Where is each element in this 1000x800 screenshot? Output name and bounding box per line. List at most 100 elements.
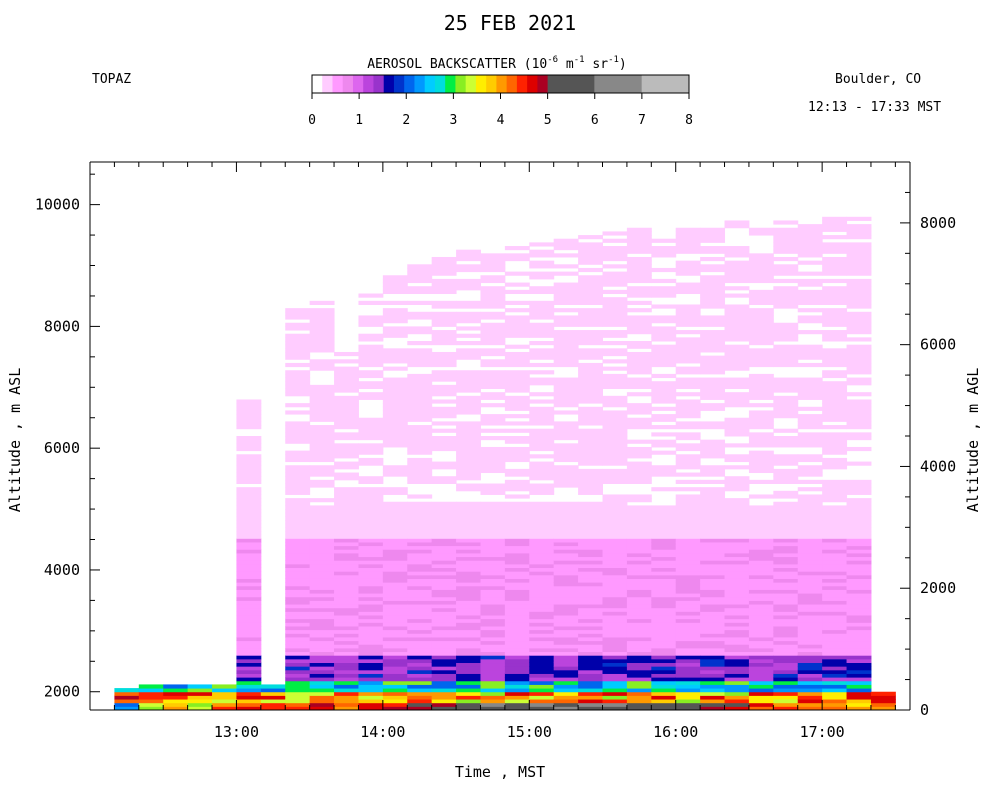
backscatter-cell <box>529 509 555 514</box>
backscatter-cell <box>822 615 848 620</box>
time-range-label: 12:13 - 17:33 MST <box>808 100 941 115</box>
backscatter-cell <box>285 377 311 382</box>
backscatter-cell <box>529 640 555 645</box>
backscatter-cell <box>504 552 530 558</box>
colorbar-title: AEROSOL BACKSCATTER (10-6 m-1 sr-1) <box>367 55 627 72</box>
backscatter-cell <box>480 395 506 400</box>
backscatter-cell <box>480 505 506 510</box>
backscatter-cell <box>480 523 506 528</box>
backscatter-cell <box>504 256 530 262</box>
backscatter-cell <box>334 432 359 437</box>
backscatter-cell <box>285 472 311 477</box>
backscatter-cell <box>700 319 726 324</box>
backscatter-cell <box>846 552 872 558</box>
backscatter-cell <box>504 319 530 324</box>
backscatter-cell <box>407 651 433 656</box>
backscatter-cell <box>309 300 335 305</box>
backscatter-cell <box>529 545 555 550</box>
backscatter-cell <box>407 472 433 477</box>
backscatter-cell <box>675 227 701 232</box>
backscatter-cell <box>748 392 774 397</box>
backscatter-cell <box>285 582 311 587</box>
y-right-tick-label: 4000 <box>920 457 956 475</box>
backscatter-cell <box>578 457 603 463</box>
backscatter-cell <box>724 702 750 707</box>
backscatter-cell <box>675 403 701 408</box>
backscatter-cell <box>480 436 506 441</box>
backscatter-cell <box>578 680 603 685</box>
backscatter-cell <box>456 421 481 426</box>
backscatter-cell <box>553 560 579 565</box>
backscatter-cell <box>578 658 603 664</box>
backscatter-cell <box>431 538 457 543</box>
backscatter-cell <box>529 677 555 682</box>
backscatter-cell <box>748 256 774 262</box>
backscatter-cell <box>626 278 652 284</box>
backscatter-cell <box>504 414 530 419</box>
backscatter-cell <box>236 538 262 543</box>
backscatter-cell <box>407 505 433 510</box>
backscatter-cell <box>529 381 555 386</box>
backscatter-cell <box>797 629 823 634</box>
backscatter-cell <box>651 633 677 638</box>
backscatter-cell <box>602 618 628 623</box>
backscatter-cell <box>700 392 726 397</box>
backscatter-cell <box>382 282 408 287</box>
backscatter-cell <box>700 333 726 338</box>
backscatter-cell <box>724 615 750 620</box>
backscatter-cell <box>748 516 774 521</box>
backscatter-cell <box>748 695 774 700</box>
backscatter-cell <box>748 622 774 627</box>
backscatter-cell <box>236 589 262 594</box>
backscatter-cell <box>309 574 335 579</box>
backscatter-cell <box>822 446 848 452</box>
backscatter-cell <box>602 322 628 327</box>
backscatter-cell <box>773 388 799 393</box>
backscatter-cell <box>456 395 481 400</box>
backscatter-cell <box>748 655 774 660</box>
backscatter-cell <box>748 702 774 707</box>
backscatter-cell <box>358 589 384 594</box>
backscatter-cell <box>602 264 628 269</box>
backscatter-cell <box>236 662 262 667</box>
backscatter-cell <box>553 457 579 463</box>
backscatter-cell <box>846 344 872 349</box>
backscatter-cell <box>358 319 384 324</box>
backscatter-cell <box>700 454 726 459</box>
backscatter-cell <box>675 282 701 287</box>
backscatter-cell <box>797 454 823 459</box>
backscatter-cell <box>602 538 628 543</box>
backscatter-cell <box>407 286 433 291</box>
backscatter-cell <box>675 322 701 327</box>
backscatter-cell <box>358 636 384 642</box>
backscatter-cell <box>797 658 823 664</box>
y-left-tick-label: 6000 <box>44 439 80 457</box>
backscatter-cell <box>797 563 823 569</box>
backscatter-cell <box>334 509 359 514</box>
backscatter-cell <box>285 673 311 678</box>
backscatter-cell <box>626 684 652 689</box>
backscatter-cell <box>456 530 481 536</box>
backscatter-cell <box>602 308 628 313</box>
backscatter-cell <box>407 622 433 627</box>
backscatter-cell <box>797 282 823 287</box>
backscatter-cell <box>602 556 628 561</box>
backscatter-cell <box>651 289 677 295</box>
backscatter-cell <box>846 600 872 605</box>
backscatter-cell <box>675 604 701 609</box>
backscatter-cell <box>578 289 603 295</box>
backscatter-cell <box>578 246 603 251</box>
backscatter-cell <box>797 702 823 707</box>
backscatter-cell <box>797 582 823 587</box>
backscatter-cell <box>846 377 872 382</box>
backscatter-cell <box>700 355 726 360</box>
backscatter-cell <box>822 425 848 430</box>
backscatter-cell <box>578 242 603 247</box>
backscatter-cell <box>797 699 823 704</box>
backscatter-cell <box>456 658 481 664</box>
backscatter-cell <box>700 677 726 682</box>
backscatter-cell <box>334 516 359 521</box>
backscatter-cell <box>626 256 652 262</box>
backscatter-cell <box>748 388 774 393</box>
y-left-tick-label: 10000 <box>35 196 80 214</box>
